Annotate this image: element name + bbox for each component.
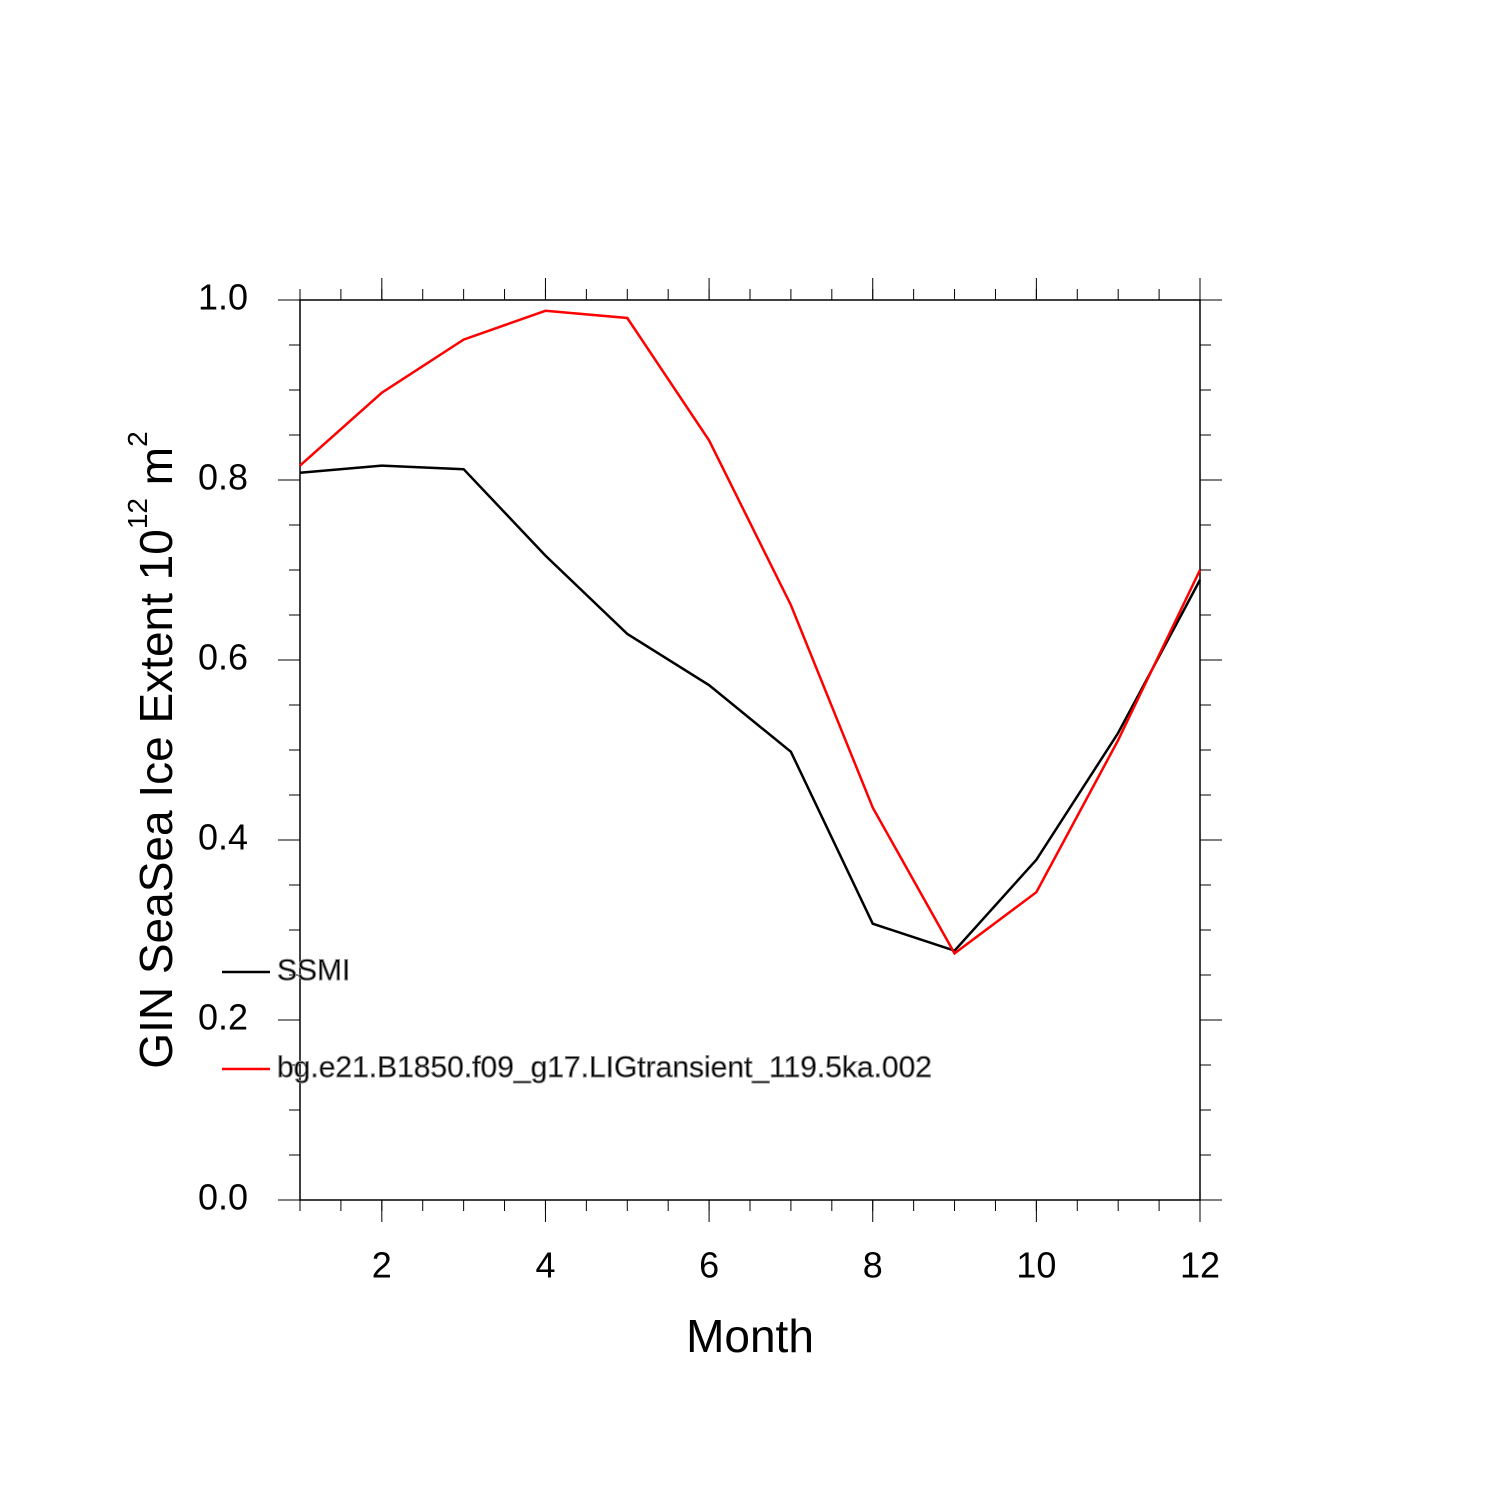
legend-label: bg.e21.B1850.f09_g17.LIGtransient_119.5k… (277, 1051, 932, 1084)
x-tick-label: 2 (372, 1245, 392, 1286)
y-tick-label: 0.8 (198, 457, 248, 498)
legend-label: SSMI (277, 954, 350, 987)
y-tick-label: 0.0 (198, 1177, 248, 1218)
y-label-sup: 2 (122, 431, 153, 447)
y-label-text: m (130, 447, 182, 498)
y-tick-label: 0.2 (198, 997, 248, 1038)
y-axis-label: GIN SeaSea Ice Extent 1012 m2 (122, 431, 182, 1068)
x-tick-label: 8 (863, 1245, 883, 1286)
data-line (299, 464, 1202, 953)
y-label-text: GIN SeaSea Ice Extent 10 (130, 529, 182, 1069)
data-line (299, 309, 1202, 956)
x-tick-label: 4 (535, 1245, 555, 1286)
y-label-sup: 12 (122, 498, 153, 529)
y-tick-label: 0.6 (198, 637, 248, 678)
x-tick-label: 10 (1016, 1245, 1056, 1286)
y-tick-label: 1.0 (198, 277, 248, 318)
x-tick-label: 6 (699, 1245, 719, 1286)
x-axis-label: Month (686, 1310, 814, 1362)
x-tick-label: 12 (1180, 1245, 1220, 1286)
y-tick-label: 0.4 (198, 817, 248, 858)
